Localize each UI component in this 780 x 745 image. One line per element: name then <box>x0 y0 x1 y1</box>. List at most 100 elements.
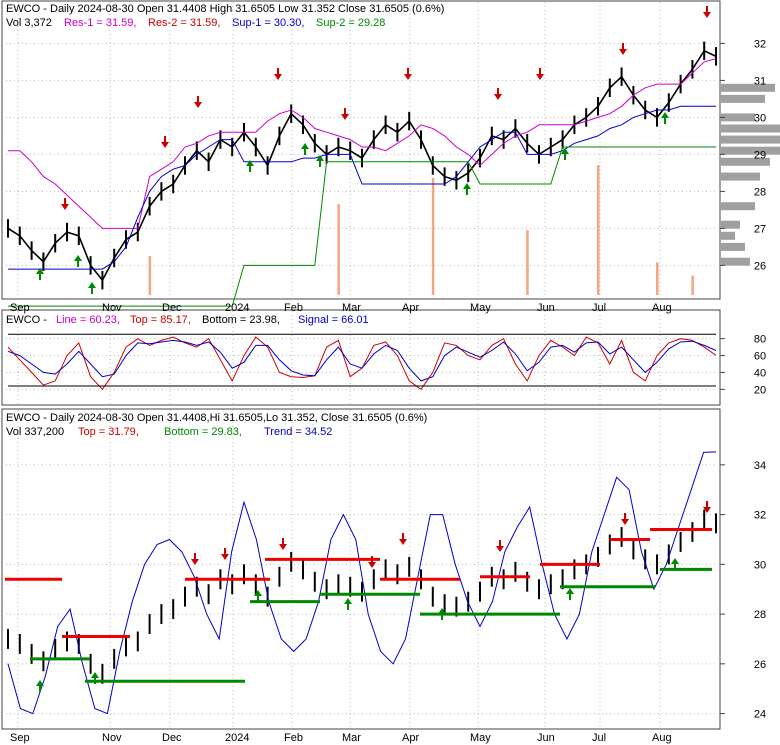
sell-signal-arrow <box>496 540 504 552</box>
volume-bar <box>148 256 152 295</box>
sell-signal-arrow <box>61 198 69 210</box>
buy-signal-arrow <box>463 183 471 195</box>
y-tick-label: 80 <box>754 334 766 346</box>
y-tick-label: 30 <box>754 112 766 124</box>
volume-profile-bar <box>720 157 770 166</box>
osc-header-top: Top = 85.17, <box>130 314 191 326</box>
x-tick-label: Sep <box>10 732 30 744</box>
buy-signal-arrow <box>36 268 44 280</box>
x-tick-label: Apr <box>402 732 419 744</box>
sell-signal-arrow <box>161 136 169 148</box>
x-tick-label: Aug <box>652 732 672 744</box>
x-tick-label: Dec <box>162 732 182 744</box>
sell-signal-arrow <box>621 513 629 525</box>
series-res2-line <box>8 58 717 229</box>
buy-signal-arrow <box>671 558 679 570</box>
volume-profile-bar <box>720 135 780 144</box>
x-tick-label: Dec <box>162 302 182 314</box>
buy-signal-arrow <box>254 590 262 602</box>
volume-profile-bar <box>720 146 780 155</box>
buy-signal-arrow <box>566 588 574 600</box>
y-tick-label: 28 <box>754 609 766 621</box>
volume-profile-bar <box>720 172 760 181</box>
series-sup2-line <box>8 146 716 307</box>
series-trend-line <box>7 451 717 715</box>
buy-signal-arrow <box>36 680 44 692</box>
volume-bar <box>691 275 694 295</box>
y-tick-label: 26 <box>754 659 766 671</box>
x-tick-label: Jun <box>537 732 555 744</box>
buy-signal-arrow <box>74 255 82 267</box>
y-tick-label: 27 <box>754 223 766 235</box>
buy-signal-arrow <box>344 598 352 610</box>
sell-signal-arrow <box>494 88 502 100</box>
x-tick-label: Feb <box>284 302 303 314</box>
volume-profile-bar <box>720 83 775 92</box>
y-tick-label: 30 <box>754 559 766 571</box>
x-tick-label: Nov <box>102 302 122 314</box>
sell-signal-arrow <box>221 548 229 560</box>
y-tick-label: 34 <box>754 460 766 472</box>
x-tick-label: May <box>470 732 491 744</box>
trend-header-trend: Trend = 34.52 <box>264 426 332 438</box>
osc-header-line: Line = 60.23, <box>56 314 120 326</box>
sell-signal-arrow <box>191 553 199 565</box>
volume-profile-bar <box>720 242 745 251</box>
buy-signal-arrow <box>88 282 96 294</box>
volume-profile-bar <box>720 113 755 122</box>
x-tick-label: Aug <box>652 302 672 314</box>
y-tick-label: 40 <box>754 367 766 379</box>
trend-header-bottom: Bottom = 29.83, <box>164 426 242 438</box>
series-sup1-line <box>8 105 716 270</box>
sell-signal-arrow <box>404 68 412 80</box>
sell-signal-arrow <box>341 108 349 120</box>
x-tick-label: Feb <box>284 732 303 744</box>
x-tick-label: Apr <box>402 302 419 314</box>
y-tick-label: 31 <box>754 75 766 87</box>
buy-signal-arrow <box>301 143 309 155</box>
sell-signal-arrow <box>619 43 627 55</box>
volume-bar <box>597 165 600 295</box>
osc-header-ticker: EWCO - <box>6 314 47 326</box>
price-header-vol: Vol 3,372 <box>6 17 52 29</box>
volume-bar <box>337 204 340 295</box>
volume-bar <box>526 230 529 295</box>
volume-bar <box>431 178 435 295</box>
buy-signal-arrow <box>91 672 99 684</box>
osc-header-bottom: Bottom = 23.98, <box>202 314 280 326</box>
y-tick-label: 29 <box>754 149 766 161</box>
volume-profile-bar <box>720 124 780 133</box>
volume-profile-bar <box>720 231 735 240</box>
trend-header-ticker: EWCO - Daily 2024-08-30 Open 31.4408,Hi … <box>6 412 427 424</box>
x-tick-label: Jun <box>537 302 555 314</box>
y-tick-label: 26 <box>754 260 766 272</box>
trend-header-top: Top = 31.79, <box>78 426 139 438</box>
trend-header-vol: Vol 337,200 <box>6 426 64 438</box>
sell-signal-arrow <box>274 68 282 80</box>
price-header-res2: Res-2 = 31.59, <box>148 17 220 29</box>
x-tick-label: May <box>470 302 491 314</box>
x-tick-label: 2024 <box>225 302 249 314</box>
buy-signal-arrow <box>438 608 446 620</box>
buy-signal-arrow <box>561 148 569 160</box>
volume-profile-bar <box>720 220 740 229</box>
y-tick-label: 32 <box>754 510 766 522</box>
sell-signal-arrow <box>703 501 711 513</box>
volume-bar <box>656 262 659 295</box>
price-header-sup1: Sup-1 = 30.30, <box>232 17 304 29</box>
volume-profile-bar <box>720 257 750 266</box>
x-tick-label: Mar <box>342 302 361 314</box>
y-tick-label: 32 <box>754 38 766 50</box>
x-tick-label: Mar <box>342 732 361 744</box>
sell-signal-arrow <box>194 96 202 108</box>
sell-signal-arrow <box>703 6 711 18</box>
price-header-res1: Res-1 = 31.59, <box>64 17 136 29</box>
sell-signal-arrow <box>279 538 287 550</box>
volume-profile-bar <box>720 94 765 103</box>
sell-signal-arrow <box>399 533 407 545</box>
sell-signal-arrow <box>368 556 376 568</box>
y-tick-label: 24 <box>754 709 766 721</box>
buy-signal-arrow <box>661 112 669 124</box>
buy-signal-arrow <box>246 160 254 172</box>
